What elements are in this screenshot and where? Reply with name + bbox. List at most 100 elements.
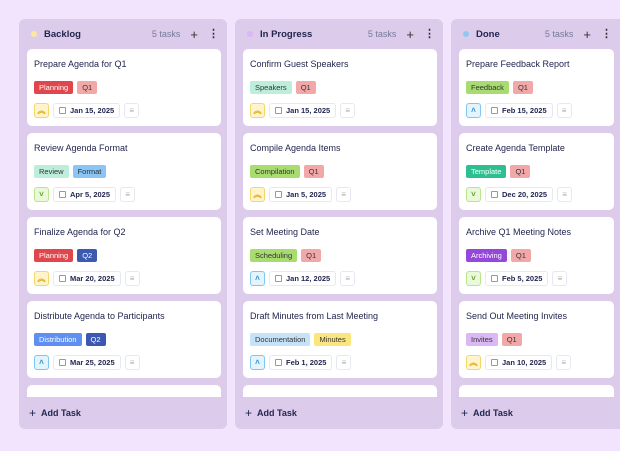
double-chevron-up-icon[interactable]: ︽: [34, 103, 49, 118]
chevron-down-icon[interactable]: ˅: [466, 187, 481, 202]
task-title: Create Agenda Template: [466, 143, 565, 153]
due-date[interactable]: Feb 1, 2025: [269, 355, 333, 370]
column-title: Backlog: [44, 28, 81, 40]
status-dot-icon: [247, 31, 253, 37]
description-icon[interactable]: ≡: [124, 271, 140, 286]
due-date[interactable]: Jan 15, 2025: [53, 103, 121, 118]
calendar-icon: [275, 107, 282, 114]
task-card[interactable]: [243, 385, 437, 397]
tag: Planning: [34, 249, 74, 262]
description-icon[interactable]: ≡: [552, 271, 568, 286]
due-date-text: Mar 25, 2025: [70, 358, 115, 367]
description-icon[interactable]: ≡: [340, 271, 356, 286]
double-chevron-up-icon[interactable]: ︽: [466, 355, 481, 370]
description-icon[interactable]: ≡: [120, 187, 136, 202]
due-date[interactable]: Apr 5, 2025: [53, 187, 117, 202]
double-chevron-up-icon[interactable]: ︽: [34, 271, 49, 286]
due-date[interactable]: Mar 25, 2025: [53, 355, 121, 370]
description-icon[interactable]: ≡: [556, 103, 572, 118]
tag: Q1: [501, 333, 522, 346]
task-card[interactable]: [459, 385, 614, 397]
due-date[interactable]: Feb 5, 2025: [485, 271, 549, 286]
due-date[interactable]: Jan 5, 2025: [269, 187, 333, 202]
tag: Q2: [85, 333, 106, 346]
task-card[interactable]: Confirm Guest Speakers Speakers Q1 ︽ Jan …: [243, 49, 437, 126]
task-card[interactable]: Compile Agenda Items Compilation Q1 ︽ Jan…: [243, 133, 437, 210]
chevron-down-icon[interactable]: ˅: [466, 271, 481, 286]
chevron-up-icon[interactable]: ˄: [34, 355, 49, 370]
due-date-text: Jan 10, 2025: [502, 358, 547, 367]
tag: Review: [34, 165, 69, 178]
column-header: In Progress 5 tasks + ⋮: [235, 19, 443, 49]
task-card[interactable]: Draft Minutes from Last Meeting Document…: [243, 301, 437, 378]
description-icon[interactable]: ≡: [336, 187, 352, 202]
description-icon[interactable]: ≡: [557, 187, 573, 202]
task-card[interactable]: Finalize Agenda for Q2 Planning Q2 ︽ Mar …: [27, 217, 221, 294]
task-card[interactable]: Prepare Agenda for Q1 Planning Q1 ︽ Jan 1…: [27, 49, 221, 126]
task-card[interactable]: Review Agenda Format Review Format ˅ Apr …: [27, 133, 221, 210]
calendar-icon: [491, 107, 498, 114]
add-task-label: Add Task: [473, 408, 513, 418]
tag: Archiving: [466, 249, 507, 262]
task-title: Compile Agenda Items: [250, 143, 341, 153]
add-icon[interactable]: +: [190, 26, 198, 42]
chevron-down-icon[interactable]: ˅: [34, 187, 49, 202]
tag: Q1: [301, 249, 322, 262]
column-in-progress: In Progress 5 tasks + ⋮ Confirm Guest Sp…: [235, 19, 443, 429]
tag: Q1: [295, 81, 316, 94]
task-title: Send Out Meeting Invites: [466, 311, 568, 321]
calendar-icon: [275, 359, 282, 366]
double-chevron-up-icon[interactable]: ︽: [250, 103, 265, 118]
calendar-icon: [59, 191, 66, 198]
task-card[interactable]: [27, 385, 221, 397]
column-title: Done: [476, 28, 500, 40]
description-icon[interactable]: ≡: [124, 103, 140, 118]
due-date[interactable]: Feb 15, 2025: [485, 103, 553, 118]
status-dot-icon: [463, 31, 469, 37]
column-header: Done 5 tasks + ⋮: [451, 19, 620, 49]
task-card[interactable]: Set Meeting Date Scheduling Q1 ˄ Jan 12, …: [243, 217, 437, 294]
due-date-text: Feb 5, 2025: [502, 274, 543, 283]
chevron-up-icon[interactable]: ˄: [250, 355, 265, 370]
add-task-button[interactable]: + Add Task: [235, 397, 443, 429]
due-date-text: Jan 15, 2025: [70, 106, 115, 115]
column-title: In Progress: [260, 28, 313, 40]
chevron-up-icon[interactable]: ˄: [466, 103, 481, 118]
add-task-button[interactable]: + Add Task: [19, 397, 227, 429]
task-card[interactable]: Prepare Feedback Report Feedback Q1 ˄ Feb…: [459, 49, 614, 126]
task-title: Draft Minutes from Last Meeting: [250, 311, 379, 321]
tag: Q1: [77, 81, 98, 94]
due-date[interactable]: Jan 10, 2025: [485, 355, 553, 370]
due-date-text: Dec 20, 2025: [502, 190, 548, 199]
description-icon[interactable]: ≡: [556, 355, 572, 370]
calendar-icon: [491, 359, 498, 366]
due-date[interactable]: Dec 20, 2025: [485, 187, 554, 202]
calendar-icon: [59, 107, 66, 114]
due-date-text: Jan 12, 2025: [286, 274, 331, 283]
description-icon[interactable]: ≡: [124, 355, 140, 370]
more-options-icon[interactable]: ⋮: [424, 27, 435, 40]
task-card[interactable]: Create Agenda Template Template Q1 ˅ Dec …: [459, 133, 614, 210]
card-list: Confirm Guest Speakers Speakers Q1 ︽ Jan …: [243, 49, 437, 397]
calendar-icon: [275, 275, 282, 282]
tag: Invites: [466, 333, 498, 346]
task-card[interactable]: Send Out Meeting Invites Invites Q1 ︽ Jan…: [459, 301, 614, 378]
due-date[interactable]: Jan 15, 2025: [269, 103, 337, 118]
more-options-icon[interactable]: ⋮: [601, 27, 612, 40]
task-title: Review Agenda Format: [34, 143, 128, 153]
calendar-icon: [491, 275, 498, 282]
task-card[interactable]: Archive Q1 Meeting Notes Archiving Q1 ˅ F…: [459, 217, 614, 294]
more-options-icon[interactable]: ⋮: [208, 27, 219, 40]
due-date[interactable]: Jan 12, 2025: [269, 271, 337, 286]
description-icon[interactable]: ≡: [340, 103, 356, 118]
add-task-button[interactable]: + Add Task: [451, 397, 620, 429]
double-chevron-up-icon[interactable]: ︽: [250, 187, 265, 202]
task-card[interactable]: Distribute Agenda to Participants Distri…: [27, 301, 221, 378]
description-icon[interactable]: ≡: [336, 355, 352, 370]
tag: Q1: [512, 81, 533, 94]
due-date[interactable]: Mar 20, 2025: [53, 271, 121, 286]
chevron-up-icon[interactable]: ˄: [250, 271, 265, 286]
add-icon[interactable]: +: [583, 26, 591, 42]
calendar-icon: [59, 275, 66, 282]
add-icon[interactable]: +: [406, 26, 414, 42]
